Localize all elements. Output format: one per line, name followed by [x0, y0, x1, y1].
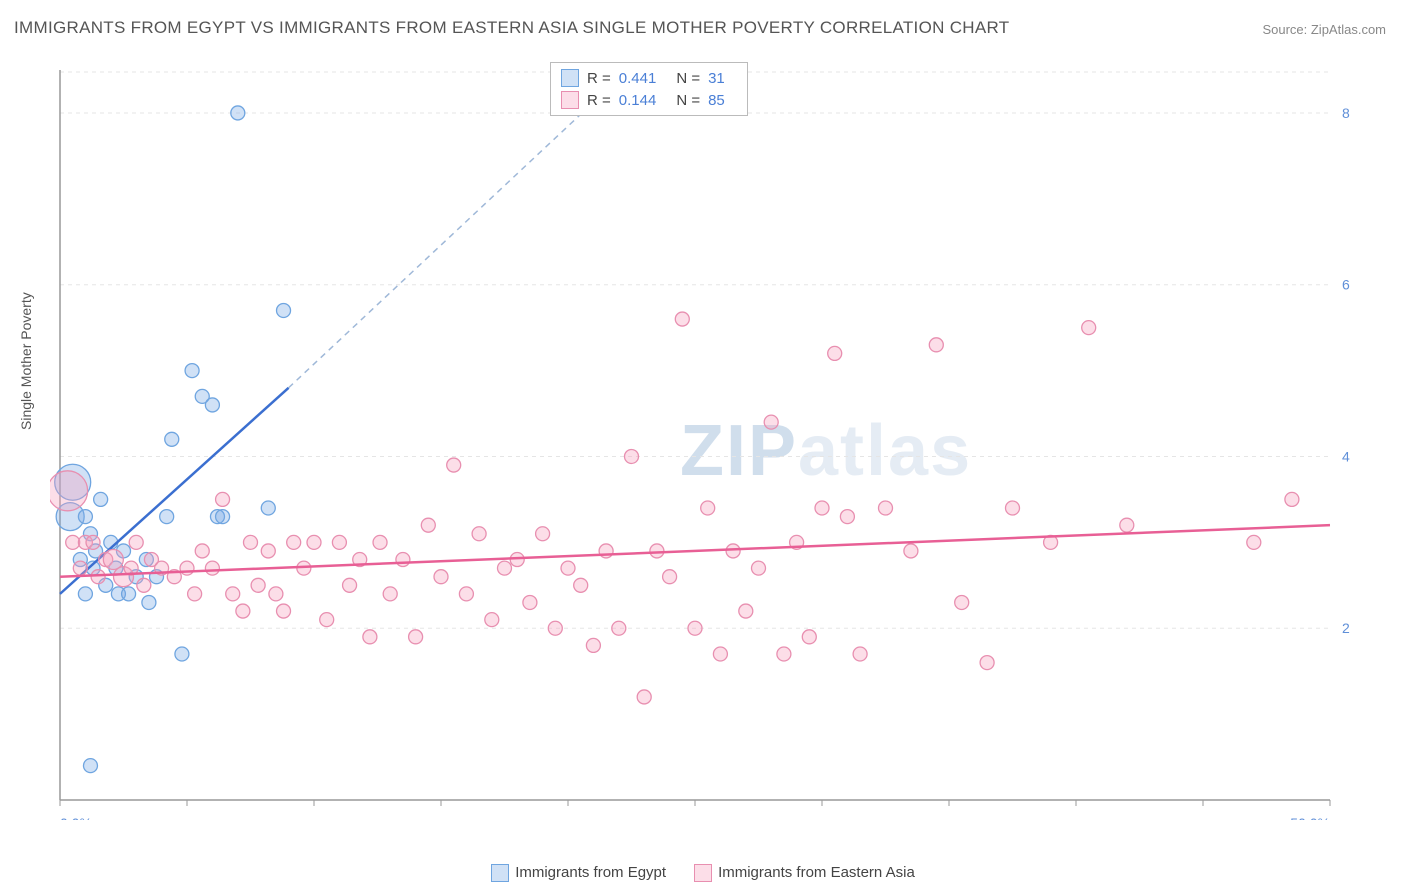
- svg-text:60.0%: 60.0%: [1342, 277, 1350, 293]
- stats-n-value: 31: [708, 70, 725, 87]
- legend-label: Immigrants from Egypt: [515, 864, 666, 881]
- svg-text:20.0%: 20.0%: [1342, 620, 1350, 636]
- stats-row: R = 0.144 N = 85: [561, 89, 737, 111]
- stats-n-label: N =: [676, 70, 700, 87]
- chart-title: IMMIGRANTS FROM EGYPT VS IMMIGRANTS FROM…: [14, 18, 1009, 38]
- y-axis-label: Single Mother Poverty: [18, 292, 34, 430]
- svg-text:0.0%: 0.0%: [60, 815, 92, 820]
- svg-text:50.0%: 50.0%: [1290, 815, 1330, 820]
- legend-label: Immigrants from Eastern Asia: [718, 864, 915, 881]
- legend-item: Immigrants from Eastern Asia: [694, 864, 915, 882]
- stats-r-value: 0.144: [619, 92, 657, 109]
- stats-n-value: 85: [708, 92, 725, 109]
- stats-r-value: 0.441: [619, 70, 657, 87]
- stats-swatch: [561, 69, 579, 87]
- chart-area: 20.0% 40.0% 60.0% 80.0% 0.0% 50.0%: [50, 60, 1350, 820]
- legend-swatch: [694, 864, 712, 882]
- svg-text:40.0%: 40.0%: [1342, 448, 1350, 464]
- stats-r-label: R =: [587, 70, 611, 87]
- source-attribution: Source: ZipAtlas.com: [1262, 22, 1386, 37]
- stats-swatch: [561, 91, 579, 109]
- legend-item: Immigrants from Egypt: [491, 864, 666, 882]
- svg-text:80.0%: 80.0%: [1342, 105, 1350, 121]
- stats-row: R = 0.441 N = 31: [561, 67, 737, 89]
- correlation-stats-box: R = 0.441 N = 31 R = 0.144 N = 85: [550, 62, 748, 116]
- bottom-legend: Immigrants from Egypt Immigrants from Eas…: [0, 864, 1406, 882]
- stats-n-label: N =: [676, 92, 700, 109]
- scatter-chart: 20.0% 40.0% 60.0% 80.0% 0.0% 50.0%: [50, 60, 1350, 820]
- stats-r-label: R =: [587, 92, 611, 109]
- legend-swatch: [491, 864, 509, 882]
